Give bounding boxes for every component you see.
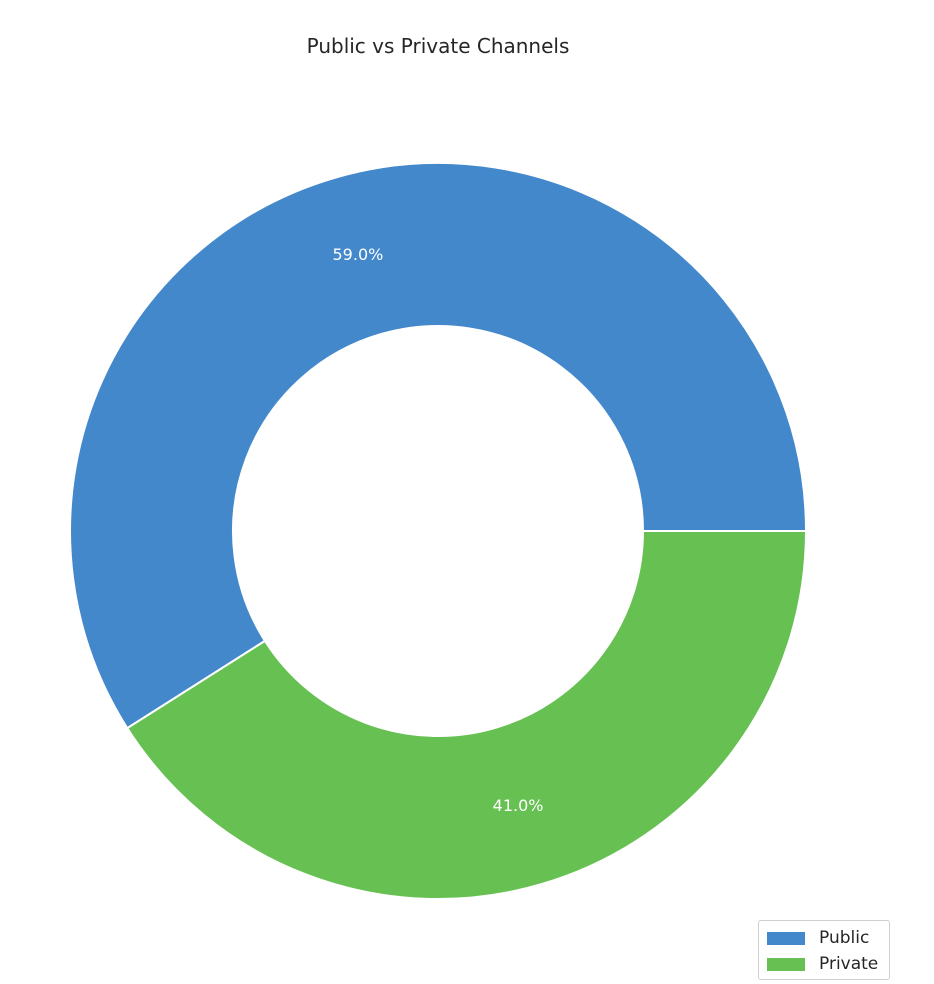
slice-label-private: 41.0% (493, 796, 544, 815)
legend-swatch-private (767, 957, 805, 971)
labels-layer: 59.0% 41.0% (333, 245, 544, 815)
slice-private (125, 530, 808, 900)
legend: Public Private (758, 920, 890, 980)
legend-swatch-public (767, 931, 805, 945)
slice-label-public: 59.0% (333, 245, 384, 264)
legend-item-public: Public (767, 925, 881, 951)
legend-label-public: Public (819, 928, 870, 948)
slices-layer (69, 162, 808, 900)
legend-item-private: Private (767, 951, 881, 977)
chart-title: Public vs Private Channels (306, 34, 570, 58)
legend-label-private: Private (819, 954, 879, 974)
slice-public (69, 162, 808, 730)
